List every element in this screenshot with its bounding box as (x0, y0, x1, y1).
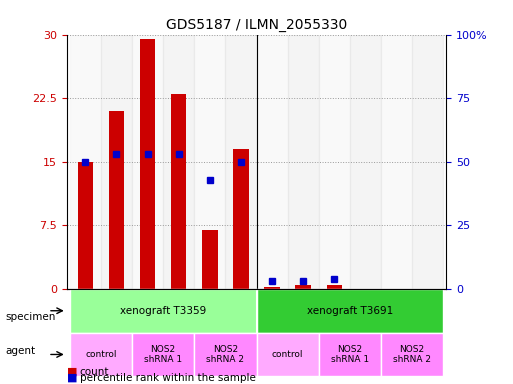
Bar (77, 162, 93, 289)
FancyBboxPatch shape (381, 333, 443, 376)
Bar (194, 35, 225, 289)
Bar (288, 35, 319, 289)
Bar (171, 94, 187, 289)
Bar (225, 35, 256, 289)
Text: NOS2
shRNA 1: NOS2 shRNA 1 (331, 345, 369, 364)
Bar (326, 285, 342, 289)
FancyBboxPatch shape (132, 333, 194, 376)
Title: GDS5187 / ILMN_2055330: GDS5187 / ILMN_2055330 (166, 18, 347, 32)
Bar (256, 35, 288, 289)
FancyBboxPatch shape (70, 289, 256, 333)
FancyBboxPatch shape (256, 333, 319, 376)
Text: ■: ■ (67, 367, 77, 377)
Text: xenograft T3359: xenograft T3359 (120, 306, 206, 316)
Bar (140, 39, 155, 289)
Text: ■: ■ (67, 373, 77, 383)
FancyBboxPatch shape (70, 333, 132, 376)
Text: control: control (272, 350, 303, 359)
Bar (109, 111, 124, 289)
Text: NOS2
shRNA 2: NOS2 shRNA 2 (393, 345, 431, 364)
Text: count: count (80, 367, 109, 377)
Bar (350, 35, 381, 289)
Text: NOS2
shRNA 2: NOS2 shRNA 2 (206, 345, 244, 364)
Bar (233, 149, 249, 289)
Bar (202, 230, 218, 289)
Text: agent: agent (5, 346, 35, 356)
Text: specimen: specimen (5, 312, 55, 322)
Bar (319, 35, 350, 289)
Bar (163, 35, 194, 289)
FancyBboxPatch shape (256, 289, 443, 333)
FancyBboxPatch shape (319, 333, 381, 376)
Text: percentile rank within the sample: percentile rank within the sample (80, 373, 255, 383)
Bar (70, 35, 101, 289)
Bar (264, 287, 280, 289)
Text: NOS2
shRNA 1: NOS2 shRNA 1 (144, 345, 182, 364)
Text: xenograft T3691: xenograft T3691 (307, 306, 393, 316)
Bar (132, 35, 163, 289)
FancyBboxPatch shape (194, 333, 256, 376)
Text: control: control (85, 350, 116, 359)
Bar (101, 35, 132, 289)
Bar (381, 35, 412, 289)
Bar (412, 35, 443, 289)
Bar (295, 285, 311, 289)
